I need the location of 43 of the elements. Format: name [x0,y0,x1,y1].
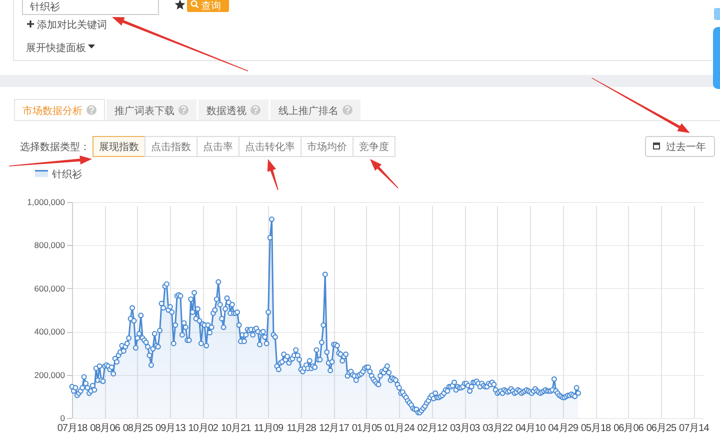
x-tick-label: 08月06 [90,423,121,434]
text: 市场数据分析 [22,105,82,117]
x-tick-label: 07月14 [679,423,710,434]
x-tick-label: 06月06 [614,423,644,434]
text: 市场均价 [307,141,347,153]
text: 选择数据类型： [20,141,90,153]
x-tick-label: 08月25 [122,423,154,434]
x-tick-label: 02月12 [417,423,448,434]
x-tick-label: 11月09 [254,423,284,434]
x-tick-label: 05月18 [580,423,612,434]
legend-label: 针织衫 [51,168,82,180]
y-tick-label: 0 [60,413,66,423]
text: 线上推广排名 [278,105,338,117]
x-tick-label: 10月02 [188,423,219,434]
y-tick-label: 1,000,000 [27,197,66,207]
x-tick-label: 12月17 [319,423,350,434]
text: 数据透视 [206,105,246,117]
x-tick-label: 09月13 [156,423,186,434]
text: 展开快捷面板 [26,42,86,54]
x-tick-label: 06月25 [646,423,678,434]
text: 展现指数 [99,141,139,153]
text: 推广词表下载 [114,105,174,117]
text: 针织衫 [29,1,60,13]
text: 点击率 [203,141,233,153]
text: 过去一年 [666,141,706,153]
y-tick-label: 800,000 [34,240,66,250]
text: 添加对比关键词 [37,19,107,31]
x-tick-label: 03月03 [450,423,481,434]
x-tick-label: 03月22 [482,423,514,434]
y-tick-label: 400,000 [34,326,66,337]
text: 查询 [201,0,221,12]
x-tick-label: 07月18 [57,423,88,434]
y-tick-label: 200,000 [34,370,66,380]
x-tick-label: 11月28 [286,423,317,434]
x-tick-label: 01月24 [384,423,416,434]
x-tick-label: 04月10 [515,423,546,434]
text: 点击指数 [151,141,191,153]
text: 点击转化率 [245,141,295,153]
y-tick-label: 600,000 [34,283,66,294]
x-tick-label: 01月05 [352,423,383,434]
x-tick-label: 10月21 [220,423,252,434]
x-tick-label: 04月29 [548,423,579,434]
text: 竞争度 [359,141,389,153]
